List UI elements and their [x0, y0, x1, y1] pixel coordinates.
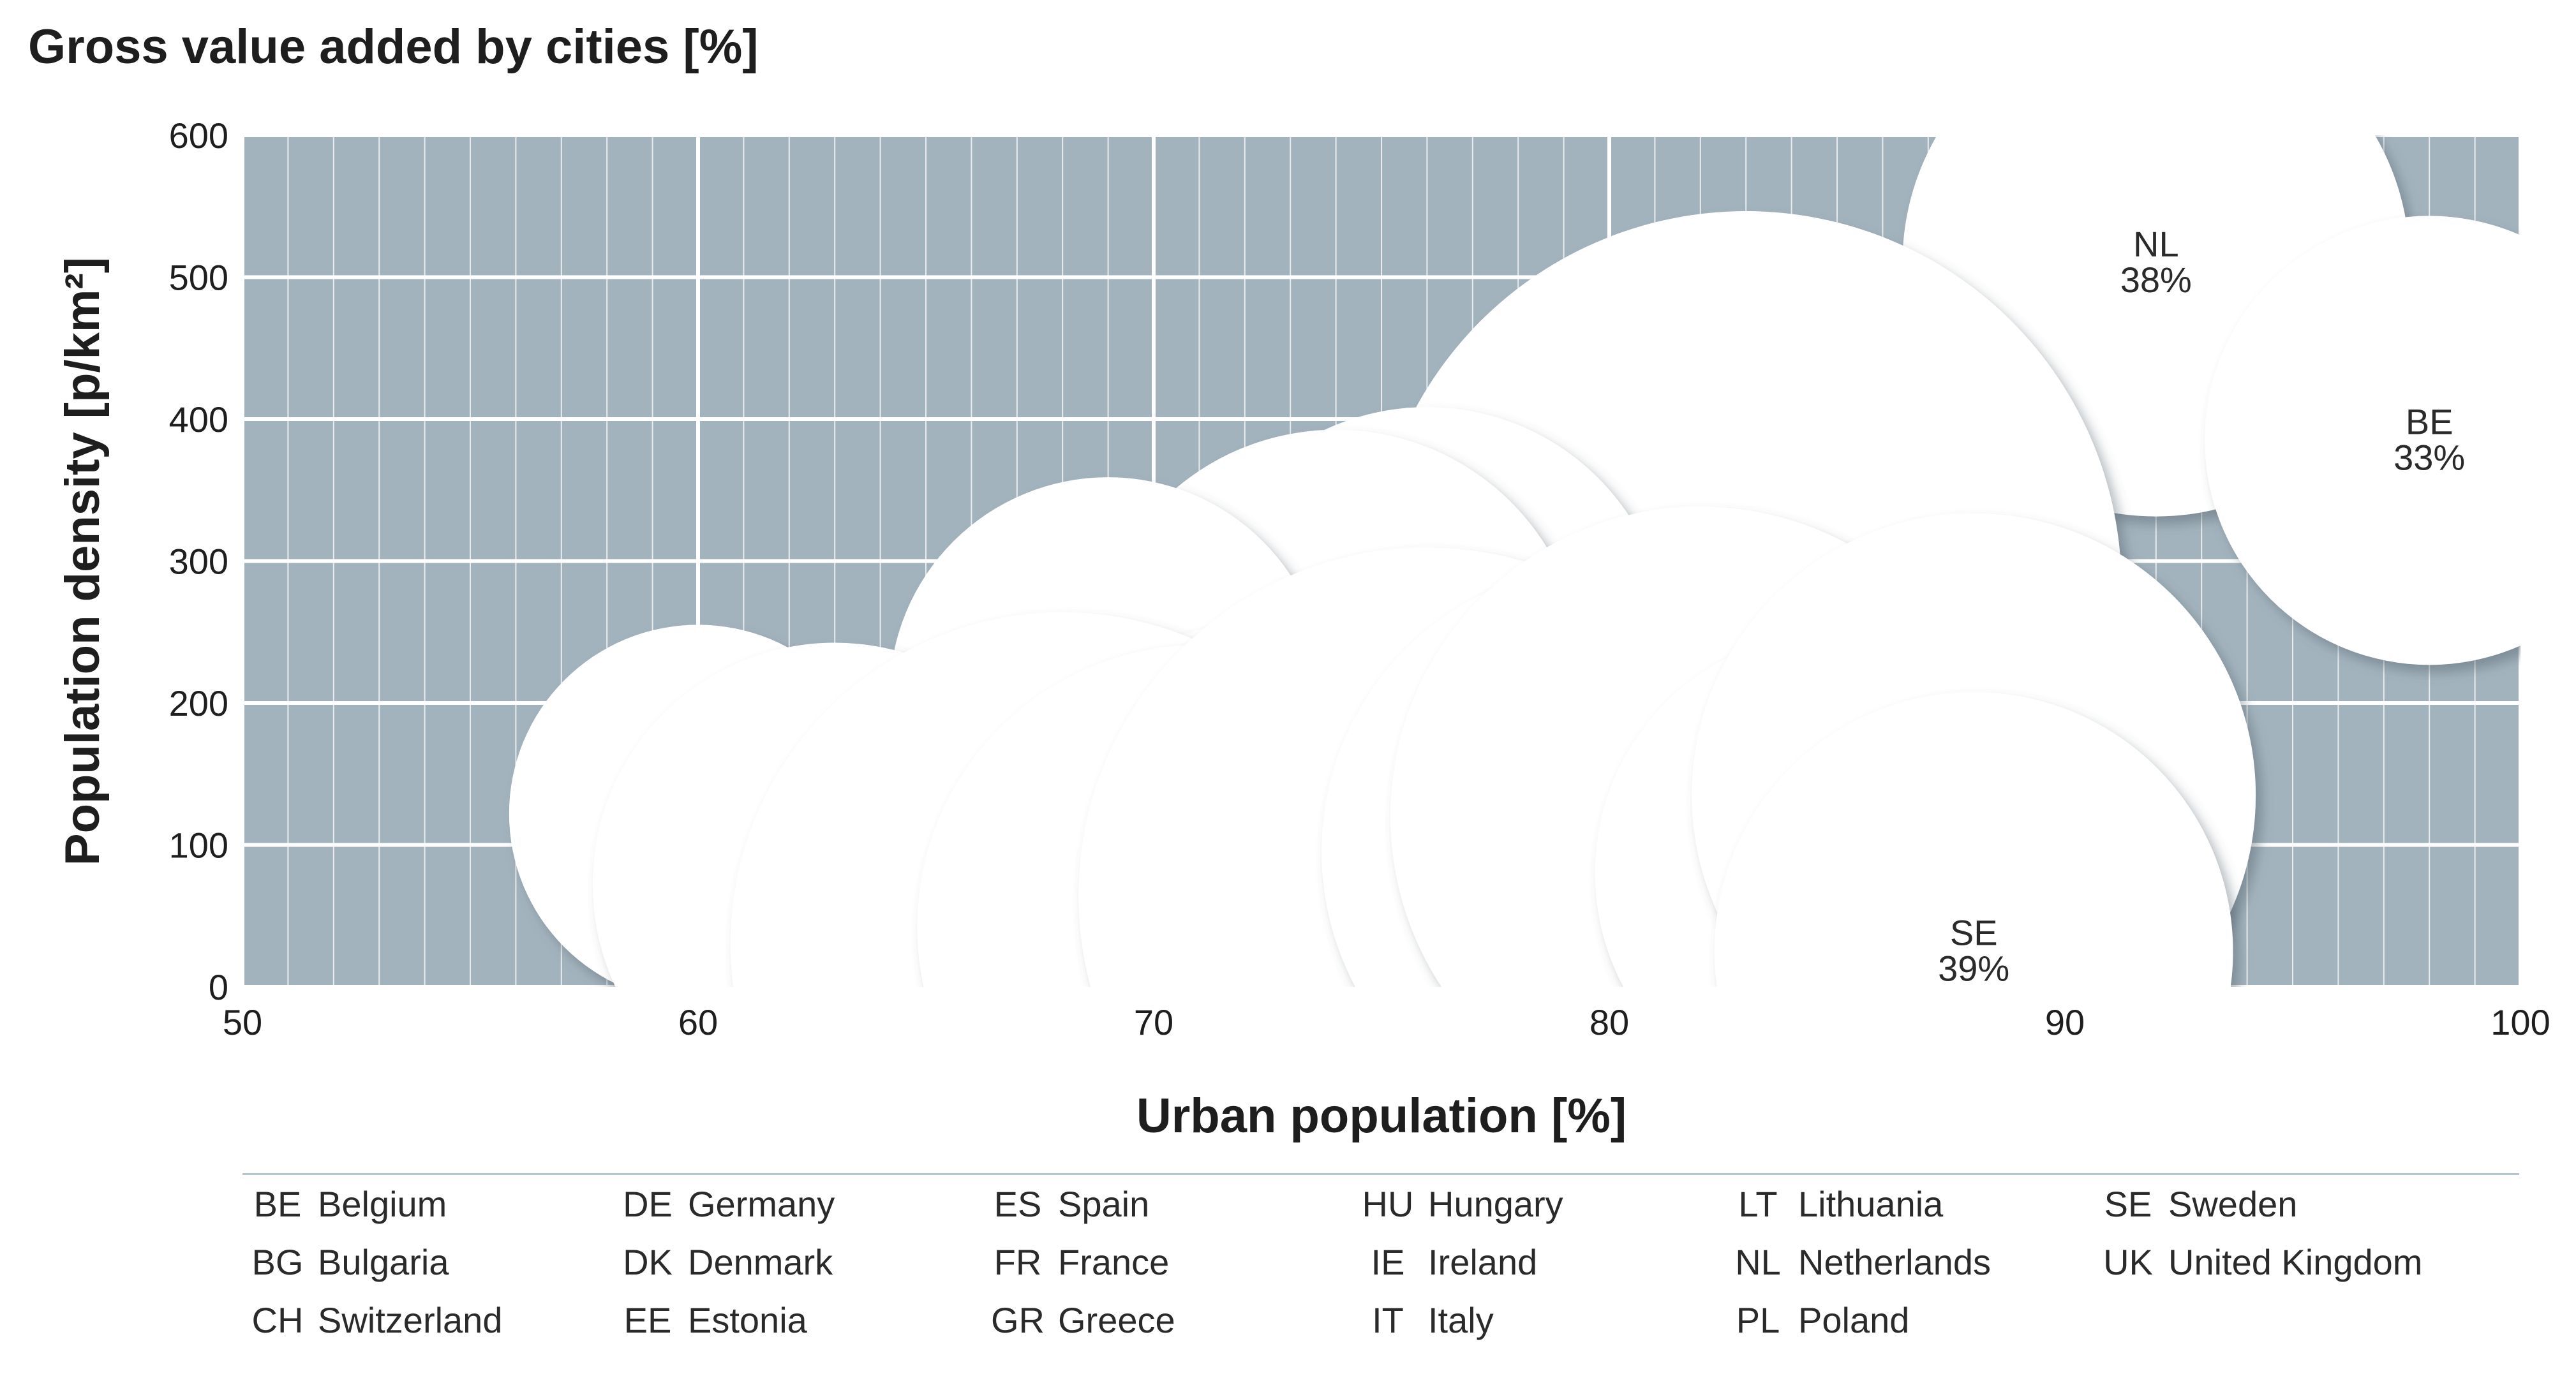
y-tick-label: 500: [169, 258, 228, 298]
bubble-circle: [2205, 216, 2520, 665]
legend-code: IE: [1371, 1242, 1405, 1282]
x-tick-label: 60: [678, 1002, 718, 1042]
legend-item-nl: NL Netherlands: [1723, 1233, 2093, 1291]
legend-code: FR: [994, 1242, 1042, 1282]
y-tick-label: 300: [169, 542, 228, 582]
legend-item-gr: GR Greece: [983, 1291, 1353, 1349]
legend-code: NL: [1735, 1242, 1781, 1282]
legend-code: PL: [1736, 1300, 1780, 1340]
legend: BE Belgium BG Bulgaria CH Switzerland DE German…: [242, 1175, 2540, 1392]
legend-column: BE Belgium BG Bulgaria CH Switzerland: [242, 1175, 613, 1349]
legend-column: SE Sweden UK United Kingdom: [2093, 1175, 2463, 1291]
legend-country-name: Netherlands: [1798, 1242, 1991, 1282]
legend-item-be: BE Belgium: [242, 1175, 613, 1233]
legend-code: DE: [623, 1184, 673, 1224]
x-axis-ticks: 50 60 70 80 90 100: [223, 1002, 2550, 1042]
chart-title: Gross value added by cities [%]: [28, 20, 759, 74]
y-tick-label: 100: [169, 825, 228, 866]
legend-item-it: IT Italy: [1353, 1291, 1723, 1349]
legend-column: HU Hungary IE Ireland IT Italy: [1353, 1175, 1723, 1349]
legend-country-name: Bulgaria: [318, 1242, 449, 1282]
legend-country-name: Sweden: [2168, 1184, 2298, 1224]
legend-item-fr: FR France: [983, 1233, 1353, 1291]
legend-code: HU: [1362, 1184, 1414, 1224]
legend-item-bg: BG Bulgaria: [242, 1233, 613, 1291]
legend-item-uk: UK United Kingdom: [2093, 1233, 2463, 1291]
legend-code: ES: [994, 1184, 1042, 1224]
y-tick-label: 400: [169, 399, 228, 440]
x-tick-label: 90: [2045, 1002, 2085, 1042]
legend-country-name: Italy: [1428, 1300, 1494, 1340]
y-tick-label: 0: [209, 967, 228, 1007]
legend-item-lt: LT Lithuania: [1723, 1175, 2093, 1233]
legend-item-dk: DK Denmark: [613, 1233, 983, 1291]
legend-code: LT: [1738, 1184, 1778, 1224]
legend-code: CH: [251, 1300, 304, 1340]
x-axis-label: Urban population [%]: [1136, 1089, 1627, 1143]
legend-code: SE: [2104, 1184, 2152, 1224]
bubble-code: SE: [1950, 912, 1998, 952]
bubble-code: BE: [2406, 401, 2453, 441]
y-tick-label: 600: [169, 115, 228, 156]
legend-country-name: Ireland: [1428, 1242, 1538, 1282]
legend-code: BE: [253, 1184, 302, 1224]
legend-column: LT Lithuania NL Netherlands PL Poland: [1723, 1175, 2093, 1349]
legend-item-ch: CH Switzerland: [242, 1291, 613, 1349]
x-tick-label: 80: [1590, 1002, 1629, 1042]
legend-code: DK: [623, 1242, 673, 1282]
bubbles: NL38%BE33%UK60%DE36%CH37%IT32%PL27%IE36%…: [509, 135, 2520, 988]
legend-country-name: Estonia: [688, 1300, 807, 1340]
legend-code: EE: [623, 1300, 672, 1340]
x-tick-label: 70: [1134, 1002, 1173, 1042]
bubble-value: 38%: [2120, 260, 2192, 300]
y-axis-ticks: 0 100 200 300 400 500 600: [169, 115, 228, 1007]
legend-item-ee: EE Estonia: [613, 1291, 983, 1349]
bubble-circle: [1715, 692, 2233, 987]
legend-column: ES Spain FR France GR Greece: [983, 1175, 1353, 1349]
legend-item-se: SE Sweden: [2093, 1175, 2463, 1233]
legend-item-es: ES Spain: [983, 1175, 1353, 1233]
legend-item-de: DE Germany: [613, 1175, 983, 1233]
legend-country-name: Denmark: [688, 1242, 833, 1282]
legend-code: BG: [251, 1242, 304, 1282]
legend-country-name: Hungary: [1428, 1184, 1563, 1224]
legend-country-name: France: [1058, 1242, 1170, 1282]
y-axis-label: Population density [p/km²]: [56, 257, 110, 866]
legend-code: IT: [1372, 1300, 1404, 1340]
legend-country-name: Belgium: [318, 1184, 447, 1224]
legend-code: GR: [991, 1300, 1045, 1340]
x-tick-label: 100: [2490, 1002, 2550, 1042]
legend-item-pl: PL Poland: [1723, 1291, 2093, 1349]
legend-country-name: Germany: [688, 1184, 835, 1224]
legend-country-name: Poland: [1798, 1300, 1910, 1340]
legend-country-name: Spain: [1058, 1184, 1150, 1224]
bubble-code: NL: [2133, 224, 2179, 264]
legend-item-hu: HU Hungary: [1353, 1175, 1723, 1233]
y-tick-label: 200: [169, 683, 228, 723]
legend-country-name: Switzerland: [318, 1300, 503, 1340]
legend-column: DE Germany DK Denmark EE Estonia: [613, 1175, 983, 1349]
legend-country-name: Lithuania: [1798, 1184, 1944, 1224]
bubble-value: 33%: [2394, 437, 2465, 477]
x-tick-label: 50: [223, 1002, 262, 1042]
legend-country-name: Greece: [1058, 1300, 1175, 1340]
legend-code: UK: [2103, 1242, 2153, 1282]
legend-item-ie: IE Ireland: [1353, 1233, 1723, 1291]
bubble-value: 39%: [1938, 948, 2009, 988]
legend-country-name: United Kingdom: [2168, 1242, 2423, 1282]
